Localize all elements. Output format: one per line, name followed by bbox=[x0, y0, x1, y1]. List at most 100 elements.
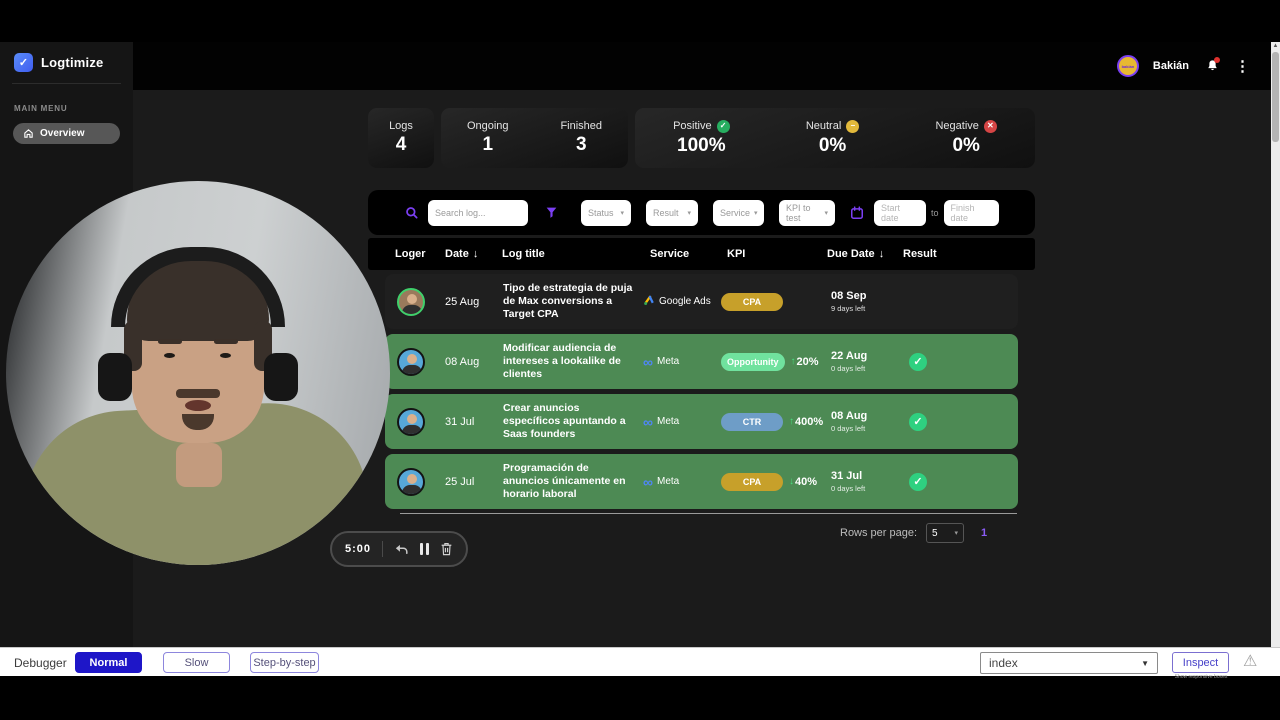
row-date: 08 Aug bbox=[445, 355, 480, 368]
user-name: Bakián bbox=[1152, 60, 1189, 72]
neutral-label: Neutral bbox=[805, 120, 842, 132]
normal-mode-button[interactable]: Normal bbox=[75, 652, 142, 673]
uplift-arrow-icon: ↓ bbox=[789, 476, 794, 487]
delete-recording-button[interactable] bbox=[440, 542, 453, 556]
kpi-badge: CPA bbox=[721, 472, 783, 491]
top-header: bakián Bakián ⋮ bbox=[133, 42, 1272, 90]
uplift-arrow-icon: ↑ bbox=[789, 416, 794, 427]
service-label: Meta bbox=[656, 356, 680, 367]
warning-triangle-icon: ⚠ bbox=[1243, 653, 1258, 670]
debugger-label: Debugger bbox=[14, 656, 67, 670]
divider bbox=[382, 541, 383, 557]
stat-card-status: Ongoing 1 Finished 3 bbox=[441, 108, 628, 168]
row-title: Modificar audiencia de intereses a looka… bbox=[503, 341, 621, 381]
due-date: 08 Aug bbox=[831, 410, 868, 422]
due-days-left: 0 days left bbox=[831, 484, 866, 493]
headphone-right bbox=[264, 353, 298, 401]
date-range-to-label: to bbox=[931, 207, 939, 218]
page-select[interactable]: index ▼ bbox=[980, 652, 1158, 674]
notifications-bell-icon[interactable] bbox=[1203, 57, 1221, 75]
uplift-arrow-icon: ↑ bbox=[790, 356, 796, 367]
logs-value: 4 bbox=[395, 134, 407, 155]
negative-x-icon: ✕ bbox=[983, 119, 997, 133]
sort-desc-icon: ↓ bbox=[472, 248, 479, 260]
col-due-date[interactable]: Due Date ↓ bbox=[827, 248, 885, 260]
table-row[interactable]: 25 Jul Programación de anuncios únicamen… bbox=[385, 454, 1018, 509]
sort-desc-icon: ↓ bbox=[878, 248, 885, 260]
scrollbar-up-arrow[interactable]: ▲ bbox=[1272, 43, 1279, 49]
status-filter-select[interactable]: Status ▾ bbox=[581, 199, 631, 226]
search-icon bbox=[405, 206, 419, 220]
pause-recording-button[interactable] bbox=[420, 543, 429, 555]
table-body: 25 Aug Tipo de estrategia de puja de Max… bbox=[385, 274, 1018, 514]
step-by-step-mode-button[interactable]: Step-by-step bbox=[250, 652, 319, 673]
kebab-menu-icon[interactable]: ⋮ bbox=[1235, 57, 1250, 75]
notification-dot bbox=[1214, 57, 1220, 63]
scrollbar-thumb[interactable] bbox=[1272, 52, 1279, 142]
user-avatar[interactable]: bakián bbox=[1116, 55, 1139, 77]
webcam-overlay bbox=[6, 181, 390, 565]
table-row[interactable]: 25 Aug Tipo de estrategia de puja de Max… bbox=[385, 274, 1018, 329]
chevron-down-icon: ▾ bbox=[754, 209, 758, 217]
sidebar-item-overview[interactable]: Overview bbox=[13, 123, 120, 144]
inspect-hint: Show responsive boxes bbox=[1174, 674, 1228, 680]
service-label: Google Ads bbox=[659, 296, 711, 307]
logtimize-logo-icon: ✓ bbox=[14, 53, 33, 72]
loger-avatar bbox=[397, 407, 425, 436]
due-days-left: 0 days left bbox=[831, 424, 866, 433]
ongoing-label: Ongoing bbox=[466, 120, 509, 132]
stat-card-logs: Logs 4 bbox=[368, 108, 434, 168]
positive-label: Positive bbox=[673, 120, 712, 132]
loger-avatar bbox=[397, 347, 425, 376]
slow-mode-button[interactable]: Slow bbox=[163, 652, 230, 673]
result-check-icon: ✓ bbox=[909, 412, 927, 431]
recording-time: 5:00 bbox=[345, 543, 372, 555]
loger-avatar bbox=[397, 467, 425, 496]
search-input[interactable] bbox=[428, 199, 528, 226]
row-title: Tipo de estrategia de puja de Max conver… bbox=[503, 281, 633, 321]
kpi-badge: CPA bbox=[721, 292, 783, 311]
stat-card-results: Positive ✓ 100% Neutral − 0% Negative ✕ … bbox=[635, 108, 1035, 168]
logs-label: Logs bbox=[389, 120, 413, 132]
inspect-button[interactable]: Inspect bbox=[1172, 652, 1229, 673]
start-date-input[interactable]: Start date bbox=[874, 199, 926, 226]
kpi-filter-select[interactable]: KPI to test ▾ bbox=[779, 199, 835, 226]
due-days-left: 9 days left bbox=[831, 304, 866, 313]
due-date: 22 Aug bbox=[831, 350, 868, 362]
main-menu-label: MAIN MENU bbox=[14, 104, 68, 113]
service-label: Meta bbox=[656, 476, 680, 487]
chevron-down-icon: ▾ bbox=[954, 530, 959, 537]
vertical-scrollbar[interactable]: ▲ ▼ bbox=[1271, 42, 1280, 676]
row-date: 31 Jul bbox=[445, 415, 475, 428]
service-filter-select[interactable]: Service ▾ bbox=[713, 199, 764, 226]
app-title: Logtimize bbox=[41, 55, 104, 70]
col-date[interactable]: Date ↓ bbox=[445, 248, 479, 260]
col-result: Result bbox=[903, 248, 937, 260]
table-row[interactable]: 31 Jul Crear anuncios específicos apunta… bbox=[385, 394, 1018, 449]
chevron-down-icon: ▾ bbox=[824, 209, 828, 217]
recorder-controls: 5:00 bbox=[330, 531, 468, 567]
result-filter-select[interactable]: Result ▾ bbox=[646, 199, 698, 226]
col-kpi: KPI bbox=[727, 248, 746, 260]
divider bbox=[12, 83, 121, 84]
row-title: Crear anuncios específicos apuntando a S… bbox=[503, 401, 626, 441]
table-row[interactable]: 08 Aug Modificar audiencia de intereses … bbox=[385, 334, 1018, 389]
ongoing-value: 1 bbox=[482, 134, 494, 155]
col-loger: Loger bbox=[395, 248, 426, 260]
loger-avatar bbox=[397, 287, 425, 316]
kpi-badge: Opportunity bbox=[721, 352, 785, 371]
finished-value: 3 bbox=[575, 134, 587, 155]
neutral-dash-icon: − bbox=[846, 119, 860, 133]
restart-recording-button[interactable] bbox=[394, 543, 409, 556]
page-number[interactable]: 1 bbox=[981, 527, 988, 539]
uplift-value: 40% bbox=[795, 475, 818, 488]
negative-value: 0% bbox=[952, 134, 980, 156]
table-bottom-divider bbox=[400, 513, 1017, 514]
rows-per-page-select[interactable]: 5 ▾ bbox=[926, 523, 965, 543]
kpi-badge: CTR bbox=[721, 412, 783, 431]
pagination: Rows per page: 5 ▾ 1 bbox=[840, 522, 1035, 544]
positive-value: 100% bbox=[677, 134, 726, 156]
calendar-icon bbox=[850, 205, 864, 220]
finish-date-input[interactable]: Finish date bbox=[943, 199, 999, 226]
row-date: 25 Aug bbox=[445, 295, 480, 308]
